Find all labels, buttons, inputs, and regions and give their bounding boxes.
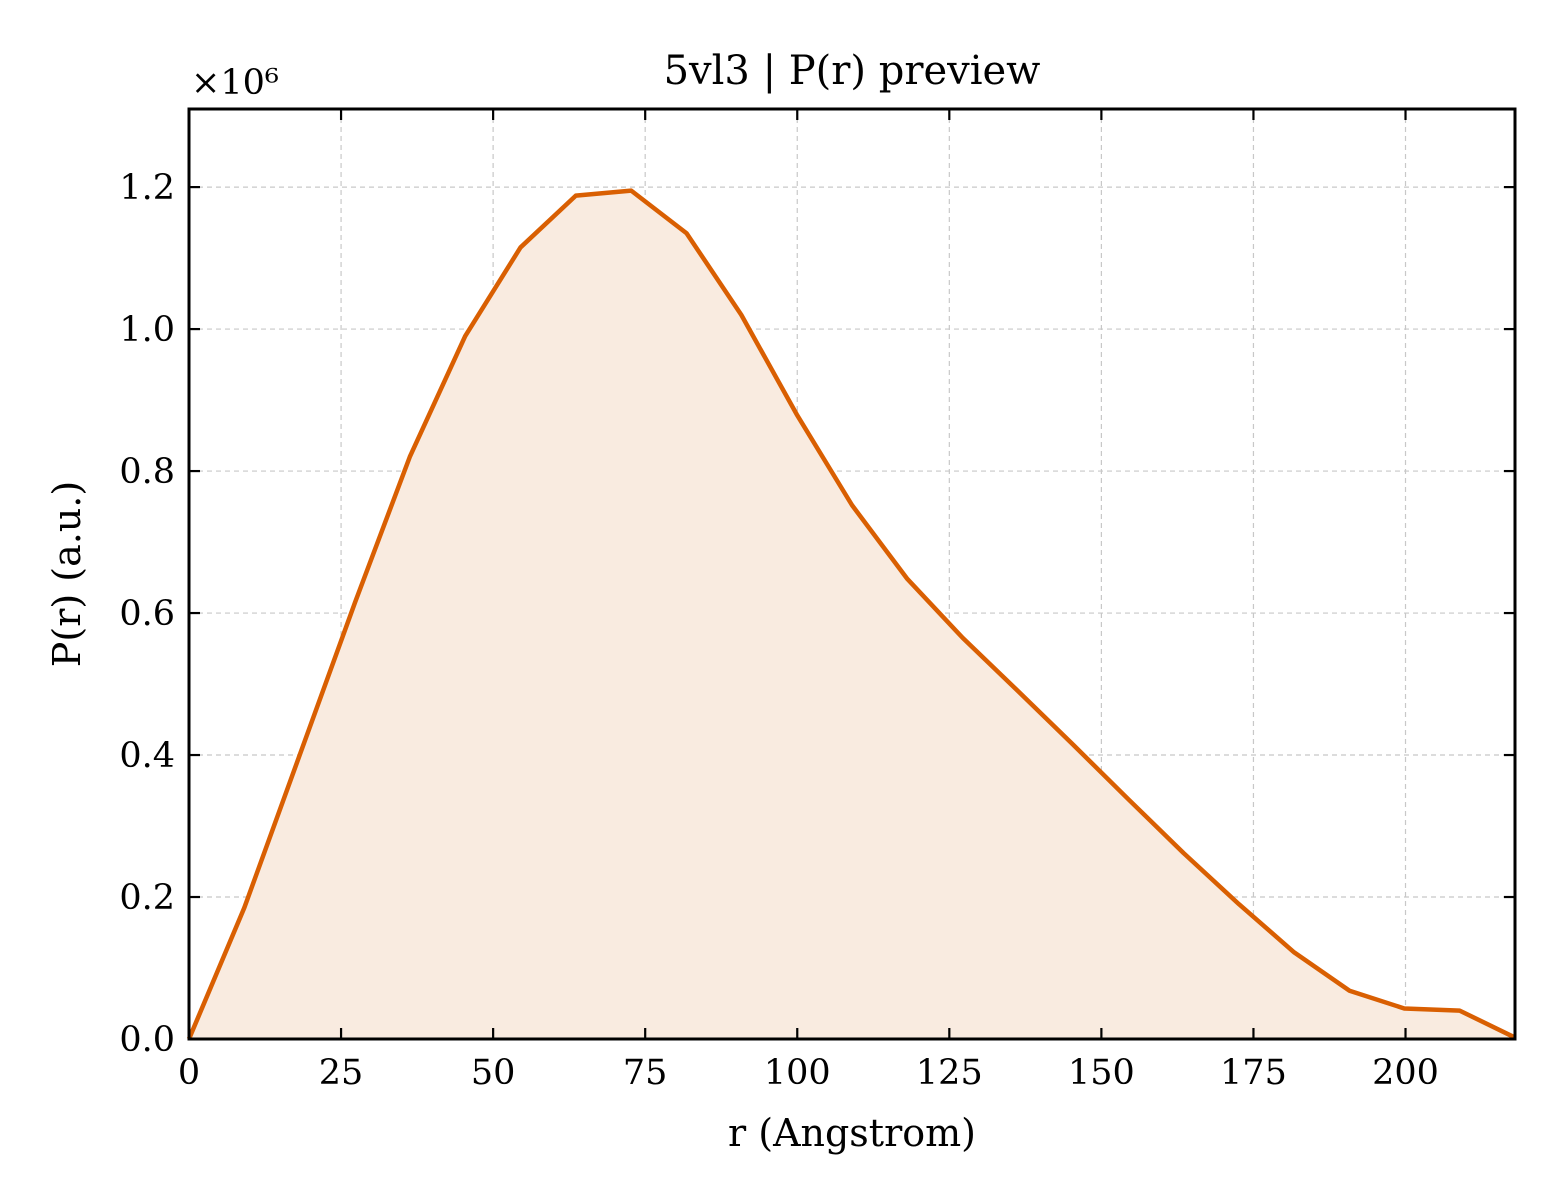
- x-tick-label: 25: [319, 1053, 364, 1093]
- x-tick-label: 175: [1220, 1053, 1287, 1093]
- pr-series-line: [186, 188, 1516, 1040]
- y-tick-label: 0.0: [119, 1020, 175, 1060]
- plot-frame: [187, 107, 1517, 1041]
- x-tick-label: 50: [471, 1053, 516, 1093]
- y-tick-label: 0.2: [119, 878, 175, 918]
- y-axis-label: P(r) (a.u.): [45, 481, 89, 667]
- x-tick-label: 75: [623, 1053, 668, 1093]
- x-tick-label: 0: [178, 1053, 200, 1093]
- y-axis-multiplier: ×10⁶: [191, 63, 279, 103]
- y-tick-label: 0.6: [119, 594, 175, 634]
- pr-area-fill: [189, 190, 1515, 1039]
- y-tick-label: 0.4: [119, 736, 175, 776]
- x-tick-label: 100: [764, 1053, 831, 1093]
- y-tick-label: 1.0: [119, 310, 175, 350]
- x-tick-label: 200: [1372, 1053, 1439, 1093]
- y-tick-label: 0.8: [119, 452, 175, 492]
- ticks: 0 25 50 75 100 125 150 175 200 0.0 0.2 0.4 0.6 0.8 1.0…: [119, 109, 1515, 1093]
- x-axis-label: r (Angstrom): [728, 1111, 976, 1155]
- x-tick-label: 125: [916, 1053, 983, 1093]
- chart-title: 5vl3 | P(r) preview: [664, 48, 1041, 94]
- y-tick-label: 1.2: [119, 168, 175, 208]
- x-tick-label: 150: [1068, 1053, 1135, 1093]
